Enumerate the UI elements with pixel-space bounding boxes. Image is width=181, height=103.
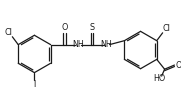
Text: I: I: [33, 80, 35, 89]
Text: NH: NH: [72, 40, 84, 49]
Text: O: O: [175, 61, 181, 70]
Text: HO: HO: [153, 74, 166, 83]
Text: NH: NH: [101, 40, 112, 49]
Text: O: O: [61, 23, 68, 32]
Text: S: S: [89, 23, 94, 32]
Text: Cl: Cl: [5, 28, 12, 37]
Text: Cl: Cl: [163, 24, 171, 33]
